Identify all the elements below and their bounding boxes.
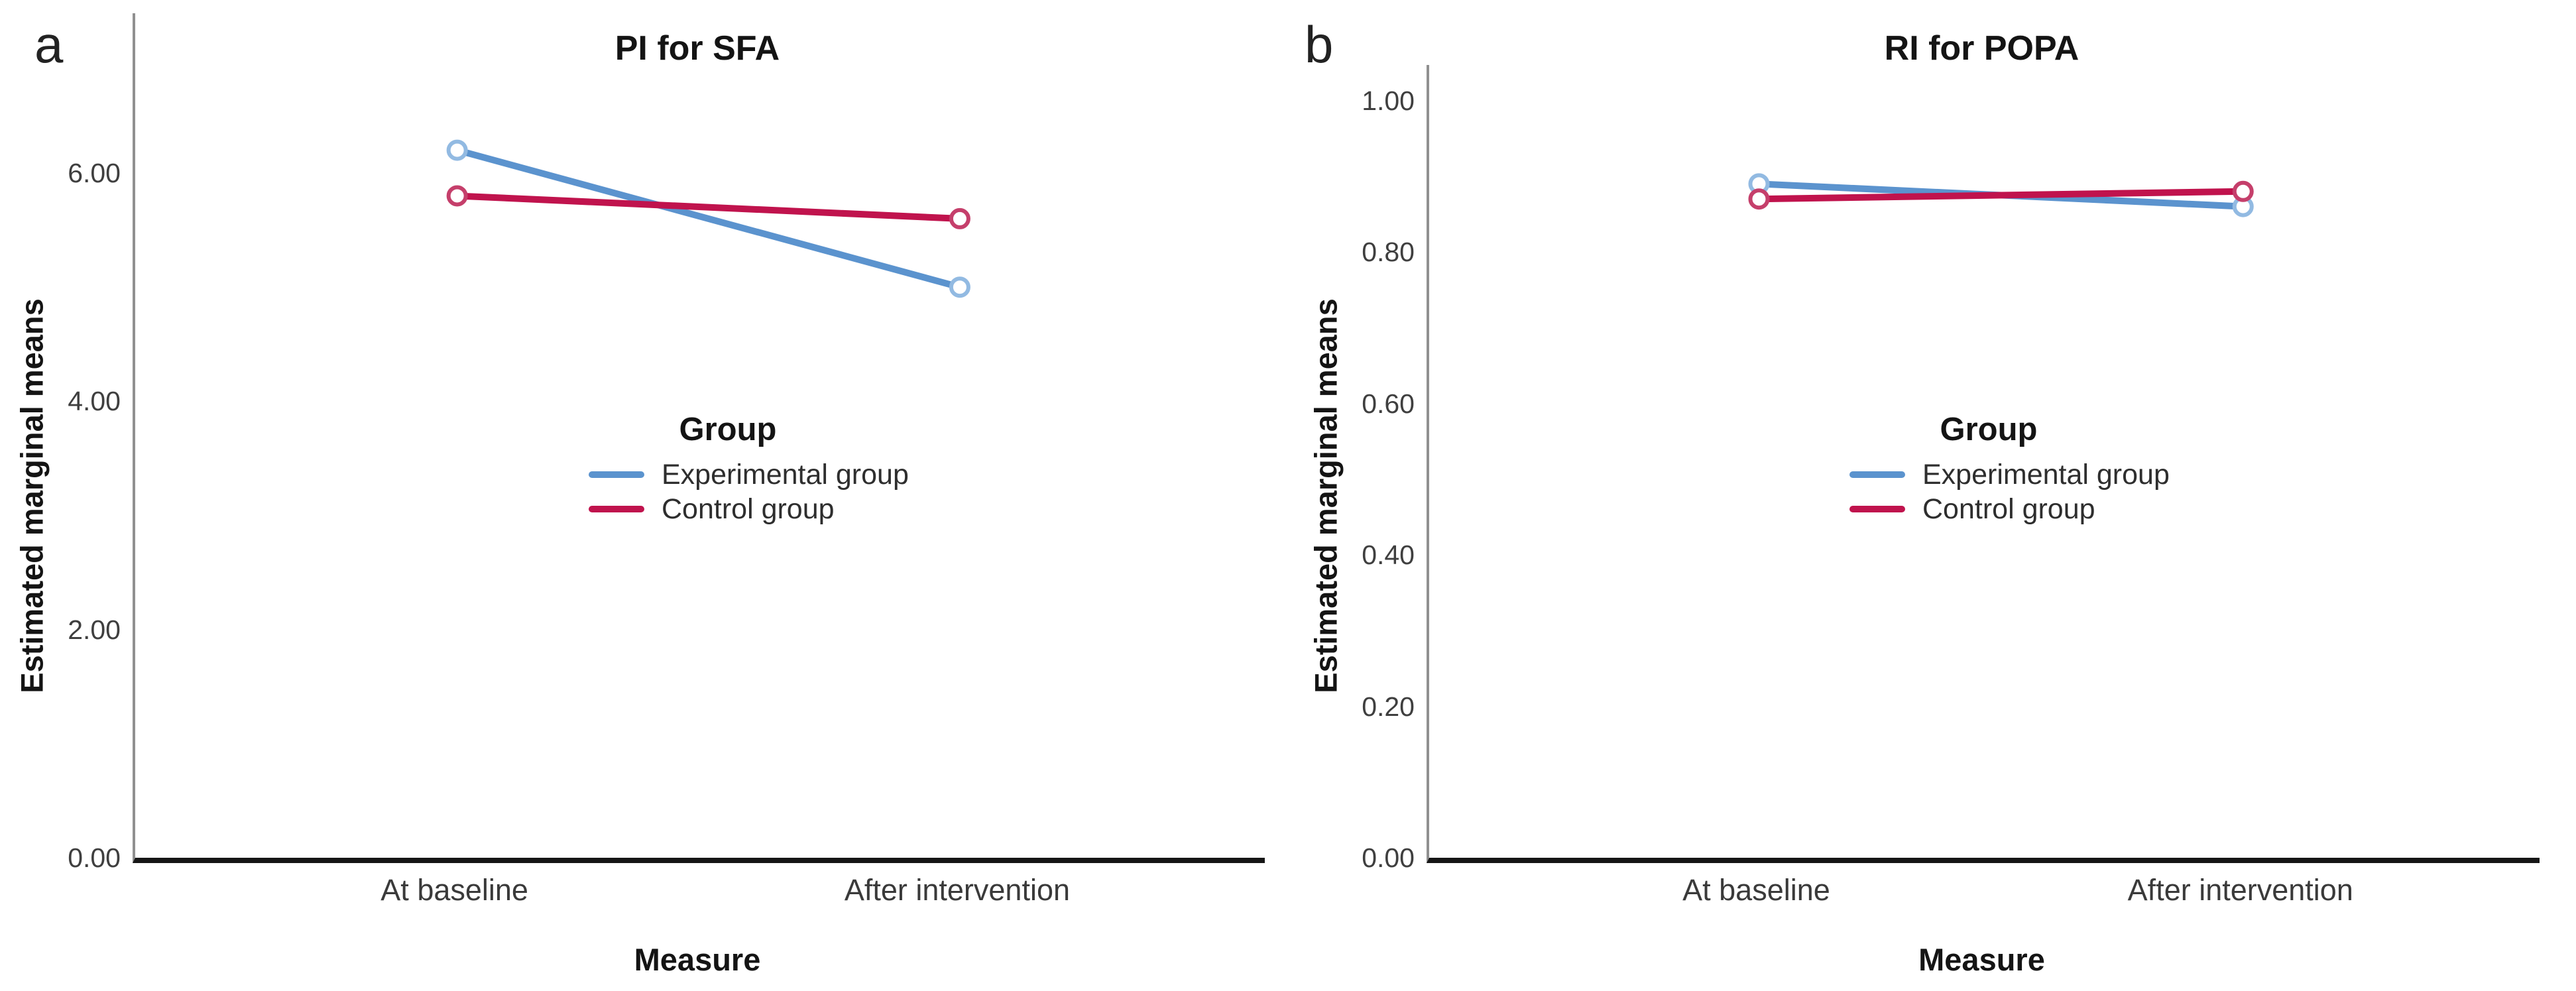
y-tick-label: 0.20 xyxy=(1362,691,1415,722)
legend-line-swatch xyxy=(589,471,644,478)
series-plot-svg xyxy=(446,139,970,298)
data-point-marker xyxy=(1748,188,1770,210)
series-line xyxy=(453,146,963,291)
panel-letter-a: a xyxy=(34,15,64,74)
legend-item: Experimental group xyxy=(1849,457,2170,492)
y-tick-label: 2.00 xyxy=(68,614,121,645)
legend-title-a: Group xyxy=(679,412,777,447)
series-line xyxy=(453,192,963,222)
data-point-marker xyxy=(2232,180,2254,202)
legend-item-label: Experimental group xyxy=(662,458,909,491)
chart-title-a: PI for SFA xyxy=(615,29,780,68)
legend-item-label: Experimental group xyxy=(1922,458,2170,491)
x-axis-title-a: Measure xyxy=(634,942,761,977)
legend-title-b: Group xyxy=(1940,412,2038,447)
legend-item: Control group xyxy=(589,492,909,526)
category-label: At baseline xyxy=(381,873,528,907)
legend-item-label: Control group xyxy=(662,493,835,525)
y-tick-label: 0.60 xyxy=(1362,388,1415,419)
category-label: At baseline xyxy=(1682,873,1830,907)
data-point-marker xyxy=(446,185,468,207)
series-line xyxy=(1755,188,2247,203)
legend-line-swatch xyxy=(589,506,644,512)
legend-item: Experimental group xyxy=(589,457,909,492)
y-tick-label: 0.40 xyxy=(1362,540,1415,571)
legend-item-label: Control group xyxy=(1922,493,2095,525)
panel-letter-b: b xyxy=(1305,15,1334,74)
y-tick-label: 0.00 xyxy=(68,843,121,873)
series-plot-svg xyxy=(1748,173,2254,217)
data-point-marker xyxy=(949,276,970,298)
legend-line-swatch xyxy=(1849,471,1905,478)
plot-area-a xyxy=(133,13,1265,863)
y-tick-label: 1.00 xyxy=(1362,85,1415,116)
category-label: After intervention xyxy=(2127,873,2353,907)
legend-rows-a: Experimental group Control group xyxy=(589,457,909,526)
data-point-marker xyxy=(446,139,468,161)
y-axis-title-b: Estimated marginal means xyxy=(1308,298,1344,693)
legend-a: Group Experimental group Control group xyxy=(589,411,909,526)
data-point-marker xyxy=(949,207,970,229)
x-axis-title-b: Measure xyxy=(1918,942,2045,977)
legend-b: Group Experimental group Control group xyxy=(1849,411,2170,526)
y-tick-label: 0.80 xyxy=(1362,237,1415,268)
y-tick-label: 0.00 xyxy=(1362,843,1415,873)
legend-rows-b: Experimental group Control group xyxy=(1849,457,2170,526)
legend-line-swatch xyxy=(1849,506,1905,512)
plot-area-b xyxy=(1427,65,2540,863)
y-tick-label: 6.00 xyxy=(68,158,121,189)
y-tick-label: 4.00 xyxy=(68,386,121,417)
chart-title-b: RI for POPA xyxy=(1884,29,2079,68)
category-label: After intervention xyxy=(844,873,1070,907)
legend-item: Control group xyxy=(1849,492,2170,526)
